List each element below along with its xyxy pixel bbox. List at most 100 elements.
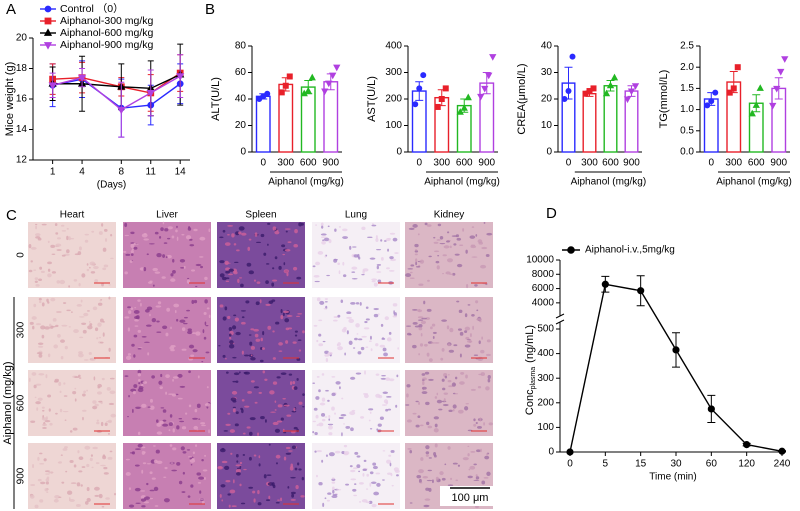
- tissue-texture: [363, 327, 370, 330]
- tissue-texture: [82, 393, 86, 397]
- tissue-texture: [45, 416, 48, 420]
- tissue-texture: [238, 231, 242, 235]
- tissue-texture: [285, 230, 288, 233]
- tissue-texture: [86, 389, 88, 392]
- tissue-texture: [94, 279, 99, 283]
- tissue-texture: [188, 238, 193, 241]
- tissue-texture: [430, 342, 435, 344]
- tissue-texture: [74, 387, 77, 390]
- tissue-texture: [328, 425, 333, 430]
- tissue-texture: [77, 251, 82, 256]
- tissue-texture: [290, 498, 296, 501]
- tissue-texture: [373, 313, 379, 318]
- tissue-texture: [260, 233, 265, 238]
- tissue-texture: [334, 228, 337, 232]
- tissue-texture: [421, 317, 428, 320]
- tissue-texture: [66, 235, 69, 241]
- tissue-texture: [350, 301, 356, 305]
- y-tick-label: 0: [548, 447, 554, 458]
- tissue-texture: [366, 473, 370, 477]
- tissue-texture: [272, 279, 278, 282]
- tissue-texture: [290, 463, 293, 468]
- tissue-texture: [53, 498, 59, 503]
- tissue-texture: [90, 454, 94, 457]
- tissue-texture: [205, 351, 210, 354]
- tissue-texture: [41, 406, 45, 409]
- tissue-texture: [35, 225, 38, 230]
- tissue-texture: [438, 479, 441, 481]
- tissue-texture: [35, 233, 41, 237]
- tissue-texture: [488, 422, 493, 426]
- tissue-texture: [325, 454, 328, 457]
- tissue-texture: [31, 372, 37, 376]
- panel-letter: D: [546, 205, 557, 222]
- tissue-texture: [133, 384, 138, 389]
- tissue-texture: [35, 401, 41, 405]
- tissue-texture: [227, 493, 231, 496]
- marker: [420, 72, 427, 79]
- tissue-texture: [73, 464, 77, 468]
- tissue-texture: [377, 279, 382, 283]
- tissue-texture: [341, 397, 344, 400]
- tissue-texture: [255, 301, 260, 306]
- tissue-texture: [154, 505, 159, 507]
- tissue-texture: [365, 318, 370, 321]
- tissue-texture: [149, 280, 153, 283]
- tissue-texture: [109, 450, 113, 453]
- tissue-texture: [147, 352, 150, 356]
- panel-letter: B: [205, 1, 215, 18]
- x-tick-label: 1: [50, 167, 56, 178]
- tissue-texture: [312, 382, 316, 384]
- tissue-texture: [188, 370, 191, 374]
- tissue-texture: [313, 324, 318, 327]
- tissue-texture: [442, 403, 449, 407]
- tissue-texture: [170, 273, 174, 277]
- tissue-texture: [44, 326, 50, 330]
- x-axis-label: (Days): [97, 180, 126, 191]
- tissue-texture: [181, 327, 186, 332]
- tissue-texture: [152, 445, 156, 447]
- tissue-texture: [173, 303, 180, 308]
- tissue-texture: [78, 353, 84, 358]
- tissue-texture: [96, 391, 103, 395]
- tissue-texture: [47, 261, 52, 265]
- tissue-texture: [162, 325, 168, 330]
- tissue-texture: [476, 449, 481, 453]
- tissue-texture: [353, 254, 359, 258]
- tissue-texture: [428, 378, 434, 381]
- tissue-texture: [268, 495, 271, 500]
- y-tick-label: 0: [546, 147, 552, 158]
- tissue-texture: [81, 466, 86, 468]
- y-tick-label: 20: [235, 120, 247, 131]
- tissue-texture: [204, 402, 211, 407]
- tissue-texture: [368, 500, 373, 504]
- tissue-texture: [31, 316, 37, 320]
- histology-image: [405, 297, 493, 363]
- tissue-texture: [55, 243, 62, 247]
- tissue-texture: [343, 450, 350, 455]
- tissue-texture: [76, 504, 81, 507]
- tissue-texture: [146, 253, 149, 256]
- marker: [416, 85, 423, 92]
- tissue-texture: [357, 351, 362, 355]
- marker: [308, 73, 316, 81]
- tissue-texture: [420, 320, 426, 325]
- tissue-texture: [28, 244, 32, 249]
- tissue-texture: [47, 273, 52, 278]
- tissue-texture: [50, 244, 56, 249]
- tissue-texture: [272, 381, 278, 385]
- tissue-texture: [108, 296, 111, 300]
- tissue-texture: [447, 343, 451, 347]
- tissue-texture: [65, 470, 68, 473]
- x-tick-label: 0: [260, 158, 266, 169]
- tissue-texture: [291, 445, 297, 450]
- tissue-texture: [354, 483, 357, 485]
- tissue-texture: [250, 328, 255, 331]
- tissue-texture: [228, 344, 235, 349]
- tissue-texture: [335, 381, 341, 385]
- tissue-texture: [433, 342, 440, 344]
- tissue-texture: [33, 269, 37, 271]
- tissue-texture: [459, 244, 464, 246]
- x-tick-label: 0: [566, 158, 572, 169]
- tissue-texture: [78, 282, 81, 287]
